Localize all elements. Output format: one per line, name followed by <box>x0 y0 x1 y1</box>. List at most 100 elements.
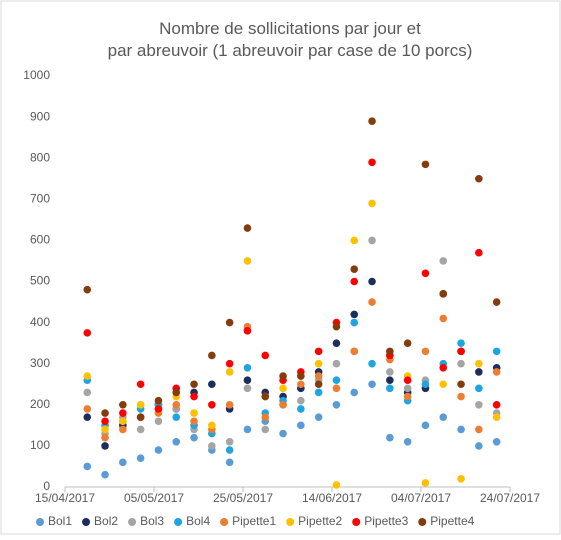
y-tick-label: 100 <box>30 438 50 452</box>
point <box>403 339 412 347</box>
point <box>225 446 234 454</box>
point <box>154 446 163 454</box>
point <box>492 437 501 446</box>
point <box>225 318 234 327</box>
point <box>492 401 501 409</box>
point <box>403 376 412 384</box>
legend-label: Bol3 <box>140 514 164 528</box>
point <box>172 401 181 409</box>
point <box>332 401 341 409</box>
point <box>350 265 359 273</box>
point <box>243 327 252 335</box>
x-tick-label: 15/04/2017 <box>35 491 95 505</box>
point <box>421 421 430 430</box>
point <box>297 421 305 430</box>
point <box>457 425 465 434</box>
legend-marker <box>82 518 91 526</box>
point <box>475 248 483 257</box>
point <box>492 413 501 421</box>
point <box>368 277 376 286</box>
point <box>225 359 234 368</box>
point <box>457 359 465 368</box>
point <box>421 269 430 278</box>
point <box>261 392 270 401</box>
point <box>279 384 287 393</box>
point <box>386 368 394 376</box>
point <box>208 351 216 360</box>
point <box>457 347 465 356</box>
point <box>208 442 216 450</box>
y-tick-label: 500 <box>30 274 50 288</box>
point <box>101 417 109 426</box>
legend-label: Pipette3 <box>364 514 408 528</box>
y-tick-label: 200 <box>30 397 50 411</box>
point <box>332 359 341 368</box>
point <box>119 409 127 417</box>
point <box>243 364 252 372</box>
point <box>457 474 465 483</box>
point <box>136 413 145 421</box>
point <box>190 392 198 401</box>
point <box>457 392 465 401</box>
point <box>368 158 376 167</box>
point <box>439 290 448 298</box>
point <box>261 351 270 360</box>
y-tick-label: 0 <box>43 479 50 493</box>
point <box>208 401 216 409</box>
legend-label: Bol4 <box>186 514 210 528</box>
point <box>350 310 359 319</box>
point <box>314 372 323 380</box>
point <box>332 384 341 393</box>
point <box>475 401 483 409</box>
point <box>297 396 305 405</box>
y-tick-label: 1000 <box>23 68 50 82</box>
legend-marker <box>418 518 427 526</box>
point <box>101 425 109 434</box>
point <box>136 380 145 389</box>
point <box>83 285 92 294</box>
legend-label: Bol2 <box>94 514 118 528</box>
point <box>314 359 323 368</box>
point <box>368 380 376 389</box>
point <box>475 368 483 376</box>
legend-label: Pipette1 <box>232 514 276 528</box>
legend-label: Pipette2 <box>298 514 342 528</box>
point <box>261 425 270 434</box>
point <box>403 437 412 446</box>
legend-marker <box>286 518 295 526</box>
point <box>136 425 145 434</box>
point <box>439 413 448 421</box>
point <box>136 401 145 409</box>
point <box>83 388 92 397</box>
point <box>475 425 483 434</box>
point <box>368 199 376 208</box>
point <box>208 421 216 430</box>
point <box>297 372 305 380</box>
point <box>439 364 448 372</box>
point <box>243 224 252 232</box>
point <box>350 236 359 245</box>
point <box>279 429 287 438</box>
y-tick-label: 700 <box>30 191 50 205</box>
legend-marker <box>174 518 183 526</box>
point <box>190 433 198 442</box>
y-tick-label: 400 <box>30 315 50 329</box>
point <box>172 388 181 397</box>
y-tick-label: 600 <box>30 233 50 247</box>
point <box>83 372 92 380</box>
chart-title: Nombre de sollicitations par jour et par … <box>108 19 473 60</box>
point <box>421 160 430 169</box>
point <box>83 413 92 421</box>
point <box>136 454 145 463</box>
x-tick-label: 04/07/2017 <box>391 491 451 505</box>
point <box>439 257 448 265</box>
point <box>101 433 109 442</box>
point <box>475 359 483 368</box>
point <box>332 339 341 347</box>
point <box>421 380 430 389</box>
point <box>172 413 181 421</box>
point <box>368 359 376 368</box>
point <box>492 368 501 376</box>
